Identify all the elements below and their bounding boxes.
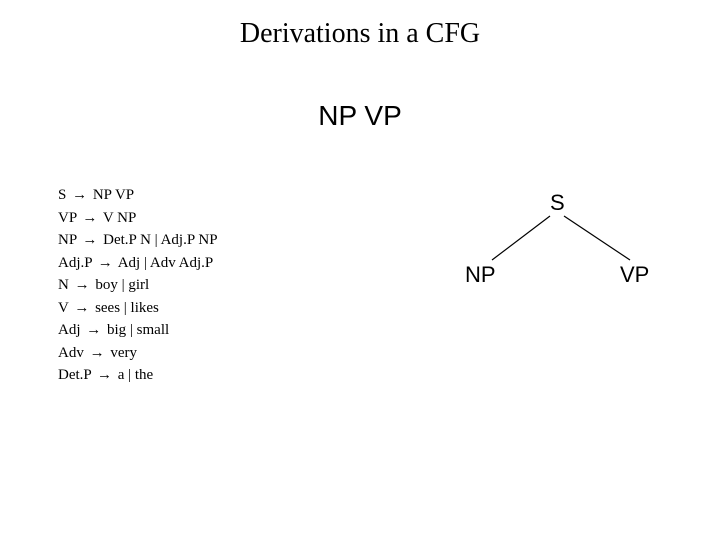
rule-lhs: NP (58, 232, 80, 248)
rule-rhs: a | the (114, 367, 153, 383)
rule-lhs: V (58, 300, 72, 316)
grammar-rule: VP → V NP (58, 207, 218, 230)
rule-rhs: boy | girl (92, 277, 150, 293)
page-title: Derivations in a CFG (0, 18, 720, 50)
tree-edges (420, 190, 670, 330)
rule-lhs: Adj (58, 322, 84, 338)
arrow-icon: → (80, 210, 99, 226)
arrow-icon: → (88, 345, 107, 361)
tree-node-vp: VP (620, 262, 649, 288)
grammar-rule: V → sees | likes (58, 297, 218, 320)
grammar-rule: NP → Det.P N | Adj.P NP (58, 229, 218, 252)
rule-rhs: NP VP (89, 187, 134, 203)
arrow-icon: → (96, 255, 115, 271)
grammar-rule: Adj → big | small (58, 319, 218, 342)
rule-lhs: VP (58, 210, 80, 226)
parse-tree: S NP VP (420, 190, 670, 330)
rule-rhs: sees | likes (91, 300, 159, 316)
rule-rhs: very (107, 345, 137, 361)
arrow-icon: → (73, 277, 92, 293)
arrow-icon: → (80, 232, 99, 248)
rule-lhs: Adj.P (58, 255, 96, 271)
grammar-rule: Adv → very (58, 342, 218, 365)
rule-rhs: Adj | Adv Adj.P (115, 255, 213, 271)
grammar-rule: N → boy | girl (58, 274, 218, 297)
rule-lhs: Adv (58, 345, 88, 361)
tree-node-s: S (550, 190, 565, 216)
tree-node-np: NP (465, 262, 496, 288)
arrow-icon: → (72, 300, 91, 316)
grammar-rule: Det.P → a | the (58, 364, 218, 387)
arrow-icon: → (70, 187, 89, 203)
rule-rhs: Det.P N | Adj.P NP (99, 232, 217, 248)
arrow-icon: → (84, 322, 103, 338)
rule-lhs: N (58, 277, 73, 293)
rule-rhs: big | small (103, 322, 169, 338)
grammar-rules: S → NP VPVP → V NPNP → Det.P N | Adj.P N… (58, 184, 218, 387)
rule-rhs: V NP (99, 210, 136, 226)
arrow-icon: → (95, 367, 114, 383)
rule-lhs: S (58, 187, 70, 203)
grammar-rule: Adj.P → Adj | Adv Adj.P (58, 252, 218, 275)
derivation-string: NP VP (0, 100, 720, 132)
grammar-rule: S → NP VP (58, 184, 218, 207)
rule-lhs: Det.P (58, 367, 95, 383)
